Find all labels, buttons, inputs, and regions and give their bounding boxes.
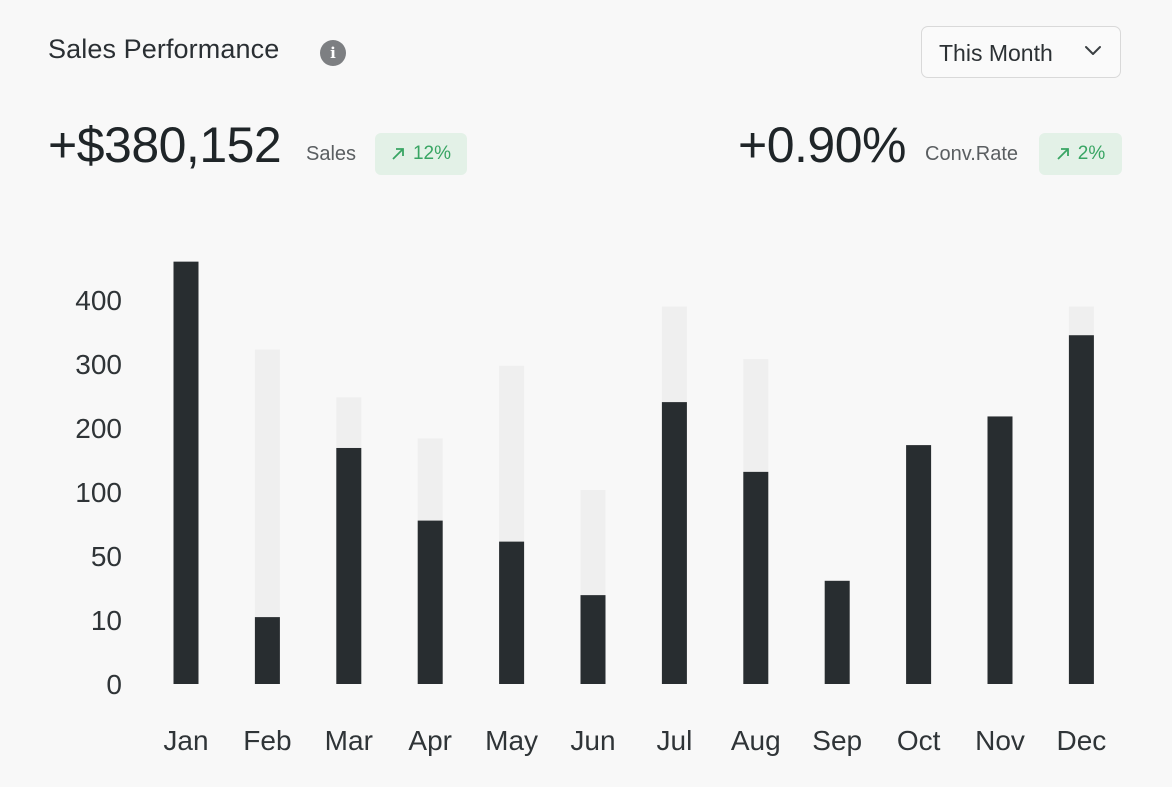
- y-tick-label: 300: [75, 349, 122, 380]
- chevron-down-icon: [1085, 46, 1101, 55]
- y-tick-label: 10: [91, 605, 122, 636]
- conversion-delta-badge: 2%: [1039, 133, 1122, 175]
- bar-may[interactable]: [499, 541, 525, 684]
- bar-dec[interactable]: [1068, 335, 1094, 684]
- x-tick-label: Nov: [975, 725, 1025, 756]
- y-tick-label: 0: [106, 669, 122, 700]
- x-tick-label: Aug: [731, 725, 781, 756]
- period-dropdown[interactable]: This Month: [921, 26, 1121, 78]
- x-tick-label: Dec: [1057, 725, 1107, 756]
- x-tick-label: Mar: [325, 725, 373, 756]
- x-tick-label: Apr: [408, 725, 452, 756]
- bar-sep[interactable]: [824, 580, 850, 684]
- bar-jul[interactable]: [661, 402, 687, 684]
- x-tick-label: Sep: [812, 725, 862, 756]
- sales-label: Sales: [306, 143, 357, 165]
- card-title: Sales Performance: [48, 34, 280, 64]
- bar-oct[interactable]: [906, 445, 932, 684]
- x-tick-label: Jun: [570, 725, 615, 756]
- x-tick-label: Jan: [163, 725, 208, 756]
- x-tick-label: Oct: [897, 725, 941, 756]
- bar-apr[interactable]: [417, 520, 443, 684]
- bar-jun[interactable]: [580, 595, 606, 684]
- sales-delta-badge: 12%: [375, 133, 467, 175]
- info-icon[interactable]: i: [320, 40, 346, 66]
- conversion-delta-value: 2%: [1077, 143, 1106, 164]
- bar-jan[interactable]: [173, 261, 199, 684]
- period-dropdown-label: This Month: [939, 40, 1053, 66]
- y-tick-label: 100: [75, 477, 122, 508]
- bar-aug[interactable]: [743, 471, 769, 684]
- bar-nov[interactable]: [987, 416, 1013, 684]
- sales-value: +$380,152: [48, 117, 282, 173]
- x-tick-label: May: [485, 725, 538, 756]
- arrow-up-right-icon: [1057, 148, 1069, 160]
- y-tick-label: 400: [75, 285, 122, 316]
- arrow-up-right-icon: [392, 148, 404, 160]
- y-tick-label: 50: [91, 541, 122, 572]
- bar-feb[interactable]: [254, 617, 280, 684]
- conversion-value: +0.90%: [738, 117, 906, 173]
- x-tick-label: Feb: [243, 725, 291, 756]
- conversion-label: Conv.Rate: [925, 143, 1019, 165]
- y-tick-label: 200: [75, 413, 122, 444]
- x-tick-label: Jul: [657, 725, 693, 756]
- sales-delta-value: 12%: [412, 143, 452, 164]
- bar-mar[interactable]: [336, 447, 362, 684]
